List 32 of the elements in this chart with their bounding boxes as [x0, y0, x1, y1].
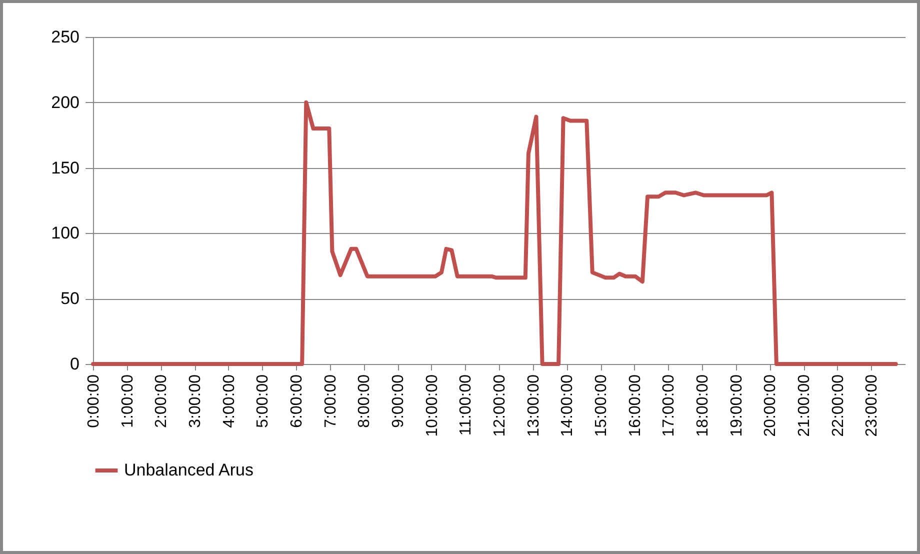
x-tick-label: 2:00:00 [153, 374, 170, 428]
legend-label: Unbalanced Arus [124, 460, 254, 480]
x-tick-label: 5:00:00 [254, 374, 272, 428]
x-tick-label: 16:00:00 [626, 374, 644, 437]
x-tick-label: 3:00:00 [187, 374, 204, 428]
x-tick-label: 21:00:00 [796, 374, 813, 437]
y-tick-label: 200 [51, 92, 80, 112]
x-tick-label: 18:00:00 [694, 374, 712, 437]
x-tick-label: 15:00:00 [593, 374, 610, 437]
y-tick-label: 50 [60, 289, 80, 308]
x-tick-label: 10:00:00 [424, 374, 441, 437]
x-tick-label: 19:00:00 [728, 374, 746, 437]
x-tick-label: 14:00:00 [559, 374, 576, 437]
x-tick-label: 17:00:00 [660, 374, 678, 437]
x-tick-label: 6:00:00 [288, 374, 306, 428]
y-tick-label: 150 [51, 158, 80, 178]
x-tick-label: 11:00:00 [458, 374, 475, 436]
line-series [91, 100, 898, 366]
x-tick-label: 4:00:00 [220, 374, 238, 428]
x-tick-label: 7:00:00 [322, 374, 340, 428]
x-tick-label: 13:00:00 [525, 374, 542, 437]
x-tick-label: 22:00:00 [830, 374, 847, 437]
x-tick-label: 9:00:00 [390, 374, 407, 428]
x-tick-label: 1:00:00 [119, 374, 136, 428]
x-tick-label: 0:00:00 [86, 374, 102, 428]
x-tick-label: 20:00:00 [762, 374, 780, 437]
x-tick-label: 12:00:00 [492, 374, 508, 437]
y-tick-label: 100 [51, 224, 80, 243]
x-tick-label: 8:00:00 [356, 374, 374, 428]
y-tick-label: 0 [70, 354, 80, 374]
x-tick-label: 23:00:00 [864, 374, 881, 437]
y-tick-label: 250 [51, 28, 80, 46]
